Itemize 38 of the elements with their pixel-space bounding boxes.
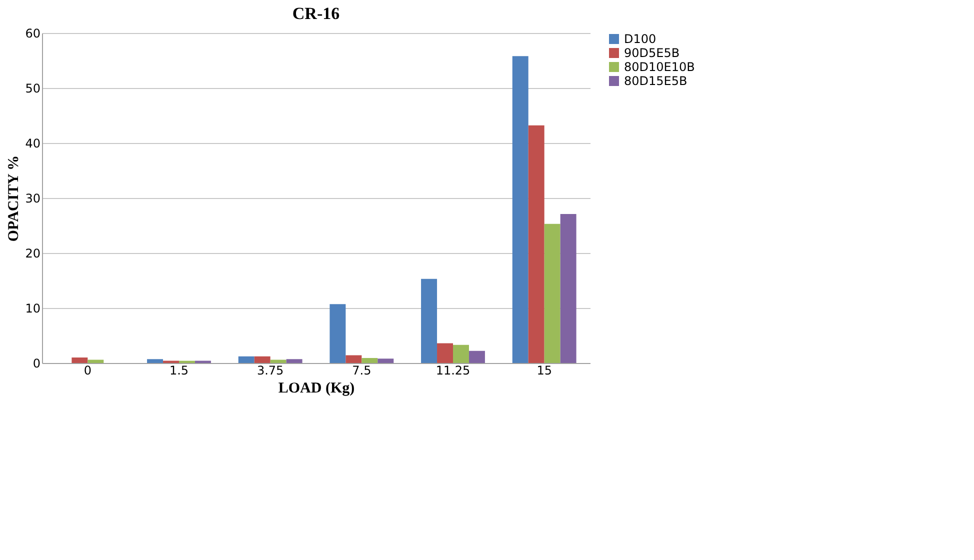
bar — [544, 224, 560, 363]
bar — [72, 358, 88, 363]
chart-title: CR-16 — [292, 4, 340, 23]
bar — [88, 360, 104, 363]
y-tick-label: 20 — [25, 246, 40, 260]
bar — [147, 359, 164, 363]
y-tick-label: 10 — [25, 302, 40, 316]
legend-label: 80D15E5B — [624, 74, 688, 88]
x-tick-label: 3.75 — [256, 364, 284, 378]
bar — [437, 343, 453, 363]
bar — [254, 356, 270, 363]
x-tick-label: 1.5 — [169, 364, 189, 378]
y-tick-label: 30 — [25, 192, 40, 206]
bar — [330, 304, 346, 363]
legend-label: D100 — [624, 32, 656, 46]
bar — [528, 125, 544, 363]
bar — [512, 56, 528, 363]
y-tick-label: 50 — [25, 82, 40, 96]
x-tick-label: 15 — [536, 364, 552, 378]
x-tick-label: 11.25 — [436, 364, 470, 378]
y-axis-title: OPACITY % — [6, 155, 22, 242]
bar — [286, 359, 302, 363]
bar — [270, 360, 286, 363]
bar — [453, 344, 469, 363]
bar — [378, 358, 394, 363]
bar — [362, 358, 378, 363]
bar — [346, 355, 362, 363]
y-tick-label: 60 — [25, 26, 40, 40]
bar — [421, 278, 438, 363]
legend-label: 90D5E5B — [624, 46, 680, 60]
bar — [560, 214, 576, 363]
x-axis-title: LOAD (Kg) — [278, 380, 355, 396]
legend-label: 80D10E10B — [624, 60, 695, 74]
x-tick-label: 7.5 — [352, 364, 372, 378]
bar — [238, 356, 254, 363]
x-tick-label: 0 — [84, 364, 92, 378]
y-tick-label: 40 — [25, 136, 40, 150]
bar — [468, 350, 485, 363]
